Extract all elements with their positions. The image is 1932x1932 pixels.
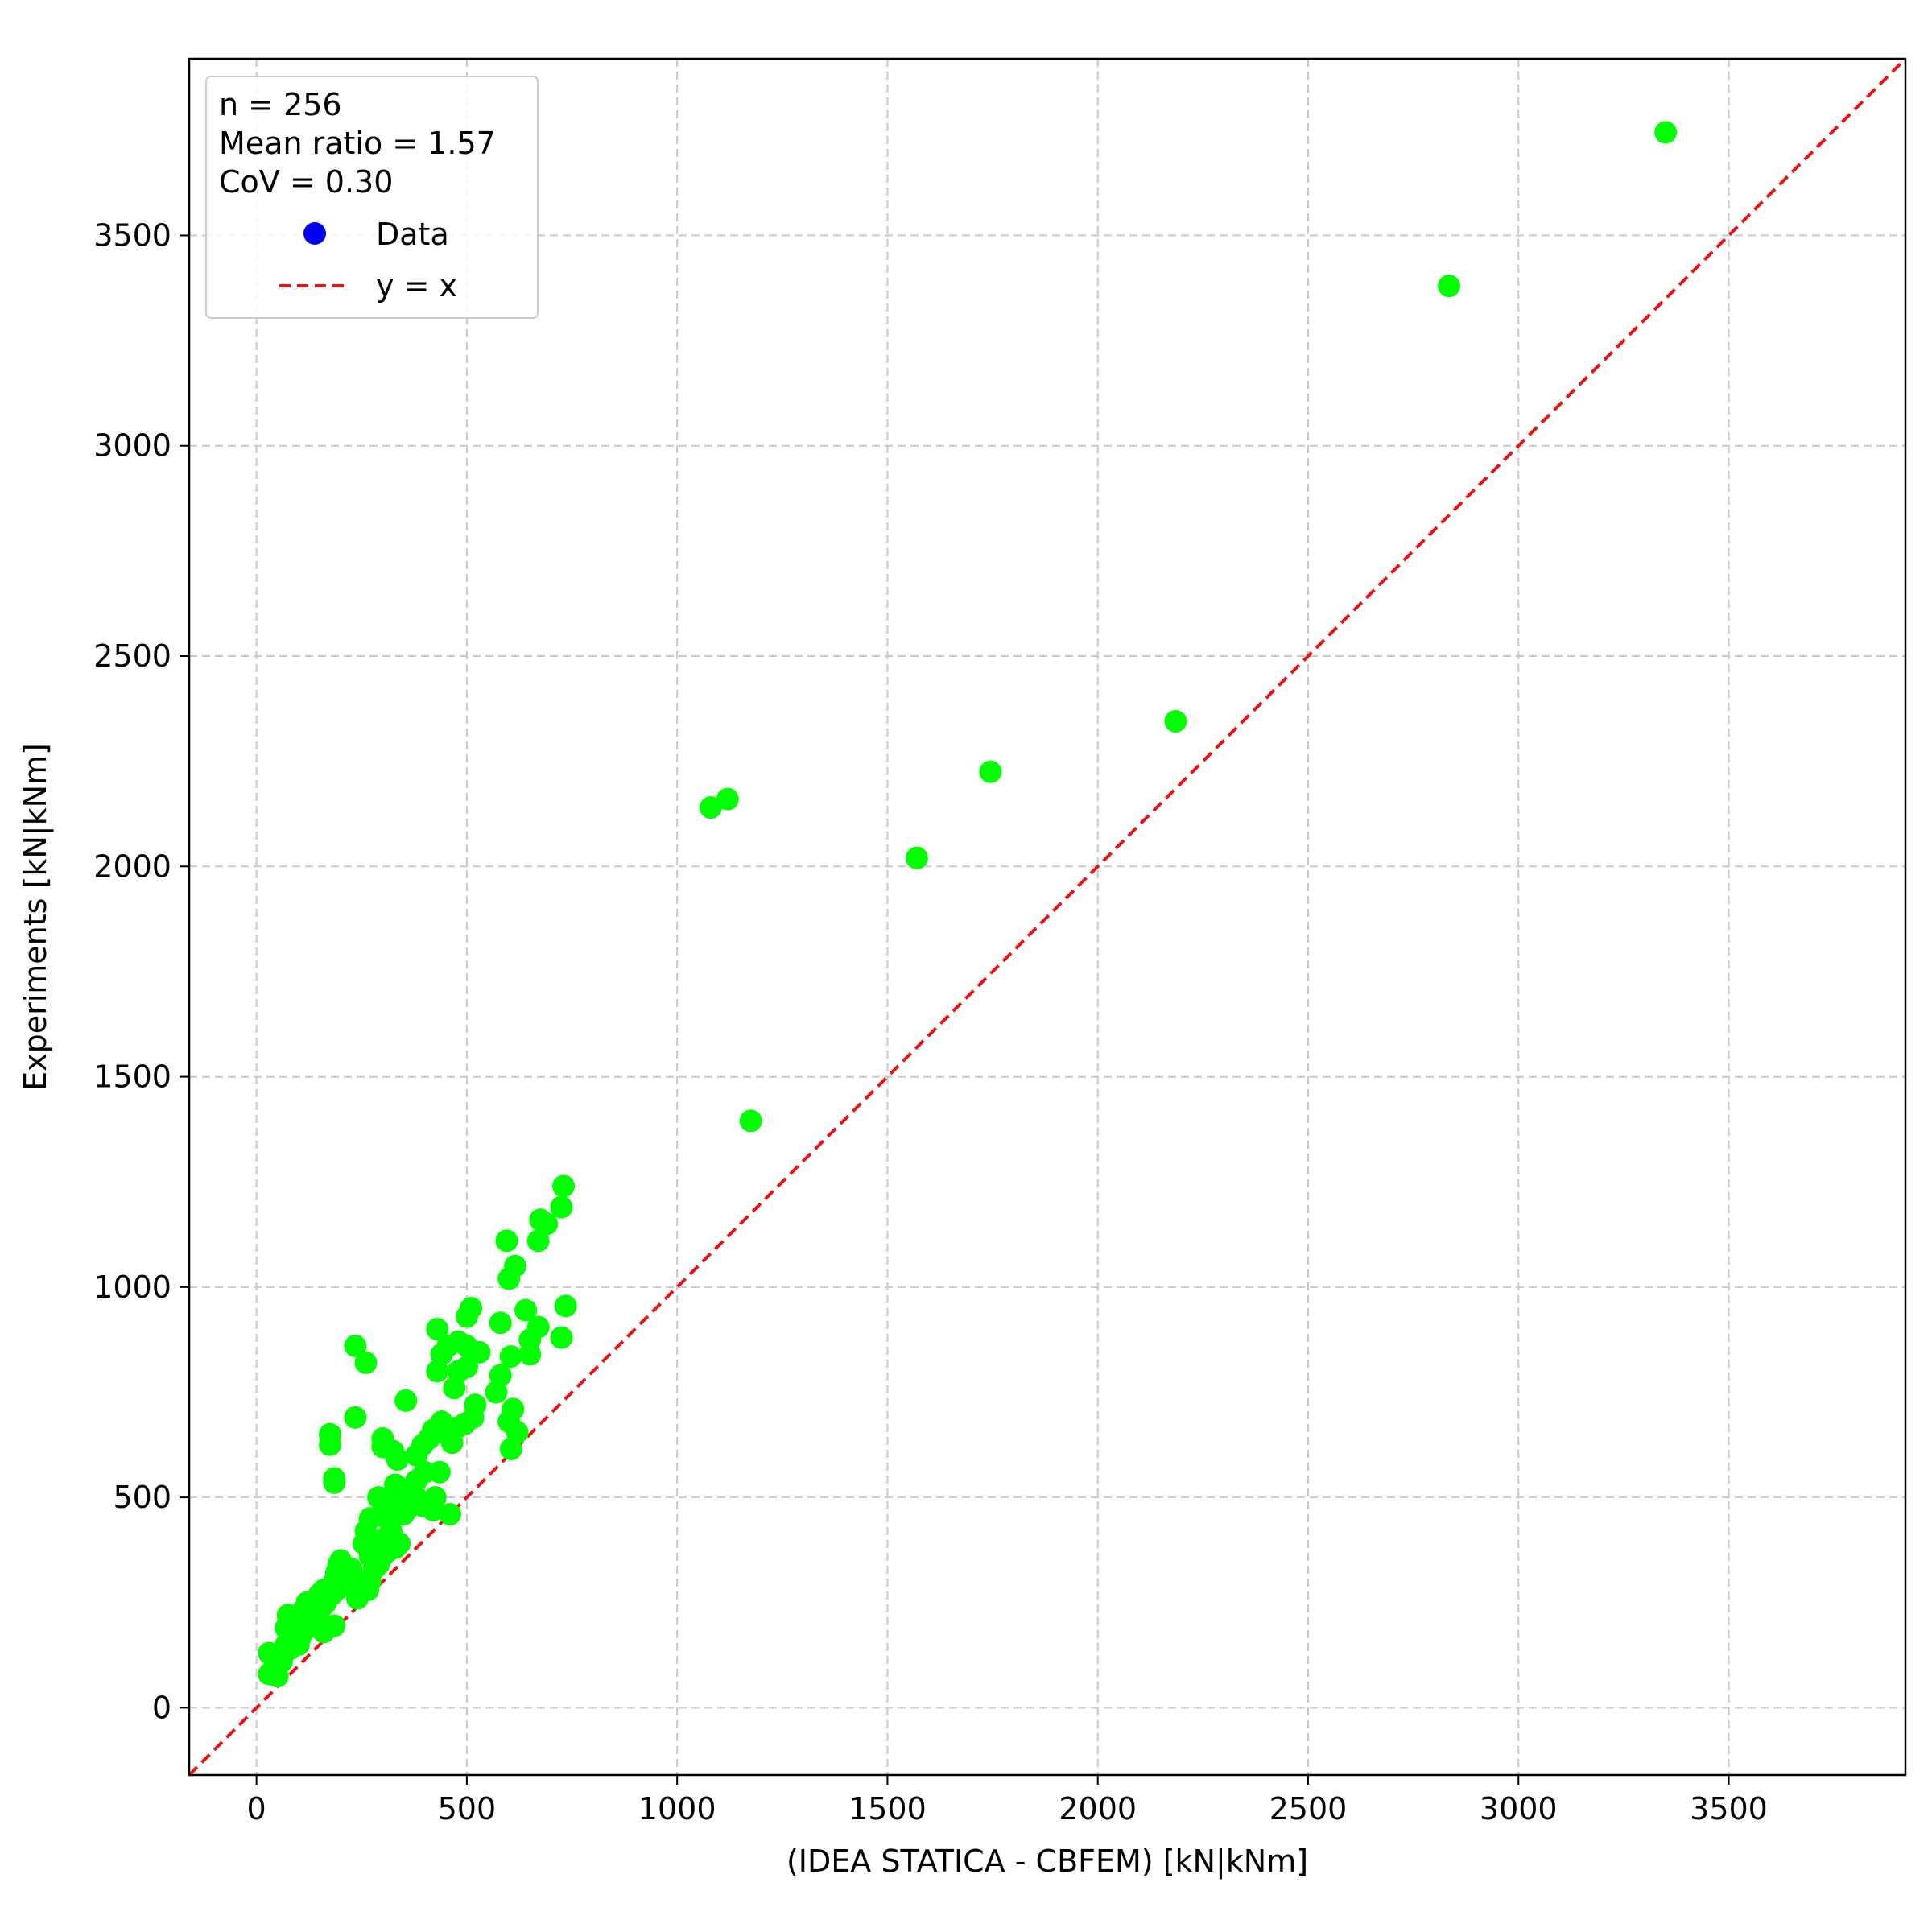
data-point bbox=[468, 1340, 491, 1364]
data-point bbox=[455, 1305, 478, 1328]
data-point bbox=[485, 1381, 508, 1404]
data-point bbox=[1164, 710, 1187, 733]
grid bbox=[189, 59, 1905, 1775]
reference-line-y-equals-x bbox=[188, 57, 1907, 1777]
legend-stat-mean-ratio: Mean ratio = 1.57 bbox=[219, 126, 496, 161]
data-point bbox=[552, 1174, 576, 1198]
data-points bbox=[258, 121, 1678, 1688]
x-tick-label: 3000 bbox=[1480, 1791, 1558, 1827]
data-point bbox=[367, 1486, 390, 1509]
data-point bbox=[382, 1439, 405, 1463]
data-point bbox=[394, 1389, 418, 1412]
data-point bbox=[526, 1229, 550, 1253]
data-point bbox=[440, 1431, 464, 1455]
data-point bbox=[388, 1532, 411, 1555]
y-tick-label: 1000 bbox=[93, 1269, 171, 1305]
data-point bbox=[266, 1665, 289, 1688]
data-point bbox=[447, 1360, 470, 1383]
x-tick-label: 1500 bbox=[848, 1791, 927, 1827]
data-point bbox=[906, 846, 929, 869]
data-point bbox=[497, 1267, 521, 1290]
y-tick-label: 0 bbox=[152, 1690, 171, 1725]
legend: n = 256 Mean ratio = 1.57 CoV = 0.30 Dat… bbox=[205, 76, 539, 319]
data-point bbox=[716, 787, 739, 811]
y-tick-label: 500 bbox=[113, 1480, 171, 1515]
legend-data-marker bbox=[303, 222, 326, 245]
data-point bbox=[436, 1335, 460, 1357]
data-point bbox=[550, 1326, 573, 1349]
legend-stat-cov: CoV = 0.30 bbox=[219, 164, 393, 200]
plot-frame bbox=[188, 57, 1907, 1777]
data-point bbox=[1438, 275, 1461, 298]
data-point bbox=[489, 1364, 512, 1387]
data-point bbox=[518, 1343, 542, 1366]
data-point bbox=[323, 1471, 346, 1494]
y-axis-label: Experiments [kN|kNm] bbox=[18, 743, 54, 1091]
legend-reference-line-label: y = x bbox=[376, 268, 457, 303]
data-point bbox=[405, 1443, 428, 1467]
legend-stat-count: n = 256 bbox=[219, 87, 342, 122]
data-point bbox=[258, 1641, 281, 1665]
data-point bbox=[319, 1433, 342, 1456]
y-tick-label: 1500 bbox=[93, 1059, 171, 1095]
x-tick-label: 2000 bbox=[1059, 1791, 1137, 1827]
data-point bbox=[422, 1498, 445, 1521]
data-point bbox=[354, 1351, 378, 1374]
x-tick-label: 0 bbox=[247, 1791, 266, 1827]
data-point bbox=[739, 1109, 762, 1133]
data-point bbox=[535, 1212, 559, 1236]
data-point bbox=[550, 1195, 573, 1219]
data-point bbox=[438, 1503, 461, 1526]
data-point bbox=[426, 1360, 449, 1383]
data-point bbox=[489, 1311, 512, 1335]
axis-ticks: 0 500 1000 1500 2000 2500 3000 3500 0 500 1000 1500… bbox=[93, 217, 1768, 1827]
data-point bbox=[554, 1294, 577, 1318]
data-point bbox=[426, 1318, 449, 1341]
data-point bbox=[346, 1587, 369, 1610]
x-tick-label: 500 bbox=[438, 1791, 497, 1827]
legend-data-label: Data bbox=[376, 217, 449, 252]
y-tick-label: 2000 bbox=[93, 848, 171, 884]
data-point bbox=[443, 1377, 466, 1400]
data-point bbox=[1654, 121, 1678, 144]
y-tick-label: 2500 bbox=[93, 638, 171, 674]
x-tick-label: 1000 bbox=[638, 1791, 716, 1827]
data-point bbox=[499, 1438, 522, 1461]
x-axis-label: (IDEA STATICA - CBFEM) [kN|kNm] bbox=[786, 1843, 1308, 1880]
data-point bbox=[499, 1345, 522, 1368]
data-point bbox=[344, 1406, 367, 1429]
x-tick-label: 3500 bbox=[1690, 1791, 1768, 1827]
y-tick-label: 3000 bbox=[93, 428, 171, 464]
y-tick-label: 3500 bbox=[93, 217, 171, 253]
data-point bbox=[979, 760, 1002, 783]
legend-box bbox=[205, 76, 539, 319]
data-point bbox=[323, 1614, 346, 1637]
data-point bbox=[495, 1229, 518, 1253]
x-tick-label: 2500 bbox=[1269, 1791, 1348, 1827]
data-point bbox=[344, 1335, 367, 1357]
data-point bbox=[514, 1298, 538, 1322]
reference-line-layer bbox=[188, 57, 1907, 1777]
data-point bbox=[699, 796, 722, 819]
